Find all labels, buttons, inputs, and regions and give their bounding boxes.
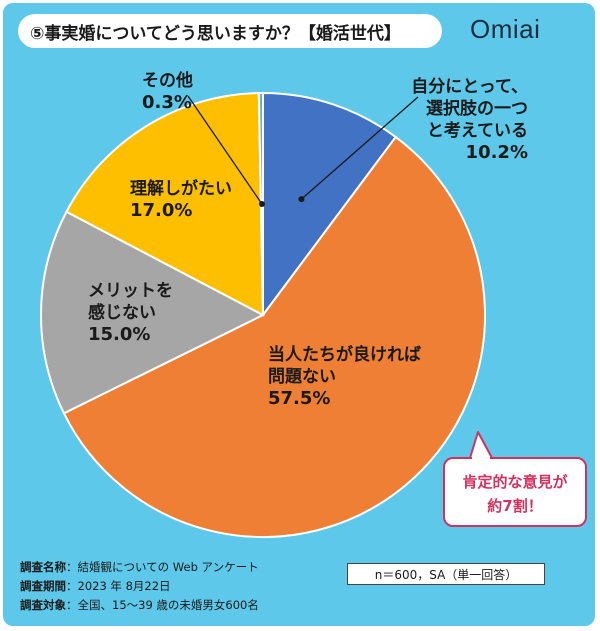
slice-label: メリットを bbox=[88, 281, 173, 301]
slice-label: 感じない bbox=[88, 302, 156, 323]
callout-line-1: 肯定的な意見が bbox=[462, 473, 568, 491]
slice-label: 選択肢の一つ bbox=[426, 98, 528, 119]
callout-bubble bbox=[443, 431, 587, 527]
slice-value-label: 10.2% bbox=[466, 142, 528, 163]
slice-label: 当人たちが良ければ bbox=[268, 344, 421, 365]
survey-info-value: ：2023 年 8月22日 bbox=[66, 579, 171, 593]
survey-info-key: 調査名称 bbox=[20, 560, 66, 574]
survey-info-row: 調査期間：2023 年 8月22日 bbox=[20, 577, 259, 596]
survey-info-value: ：全国、15～39 歳の未婚男女600名 bbox=[66, 598, 259, 612]
slice-label: と考えている bbox=[427, 120, 528, 141]
pie-slice bbox=[262, 91, 398, 319]
slice-value-label: 17.0% bbox=[130, 200, 192, 221]
title-pill: ⑤事実婚についてどう思いますか？【婚活世代】 bbox=[18, 14, 442, 48]
chart-title: ⑤事実婚についてどう思いますか？【婚活世代】 bbox=[30, 23, 401, 44]
slice-label: 理解しがたい bbox=[130, 178, 232, 199]
survey-info-key: 調査期間 bbox=[20, 579, 66, 593]
slice-label: その他 bbox=[142, 70, 193, 91]
omiai-logo: Omiai bbox=[470, 14, 541, 44]
slice-value-label: 15.0% bbox=[88, 324, 150, 345]
pie-slice bbox=[62, 135, 486, 538]
survey-info-value: ：結婚観についての Web アンケート bbox=[66, 560, 259, 574]
slice-value-label: 57.5% bbox=[268, 388, 330, 409]
survey-info-row: 調査対象：全国、15～39 歳の未婚男女600名 bbox=[20, 596, 259, 615]
pie-slice bbox=[40, 210, 266, 415]
leader-line bbox=[187, 95, 263, 205]
callout-tail bbox=[469, 431, 493, 459]
pie-slice bbox=[65, 92, 265, 317]
survey-info-row: 調査名称：結婚観についての Web アンケート bbox=[20, 558, 259, 577]
slice-label: 問題ない bbox=[268, 367, 336, 387]
callout-line-2: 約7割！ bbox=[487, 497, 543, 515]
callout-text: 肯定的な意見が 約7割！ bbox=[444, 470, 586, 518]
survey-info-key: 調査対象 bbox=[20, 598, 66, 612]
callout-box bbox=[443, 457, 587, 527]
sample-size-box: n＝600，SA（単一回答） bbox=[347, 563, 545, 585]
survey-info: 調査名称：結婚観についての Web アンケート 調査期間：2023 年 8月22… bbox=[20, 558, 259, 615]
leader-line bbox=[301, 96, 419, 200]
slice-label: 自分にとって、 bbox=[411, 76, 528, 97]
slice-value-label: 0.3% bbox=[142, 92, 192, 113]
